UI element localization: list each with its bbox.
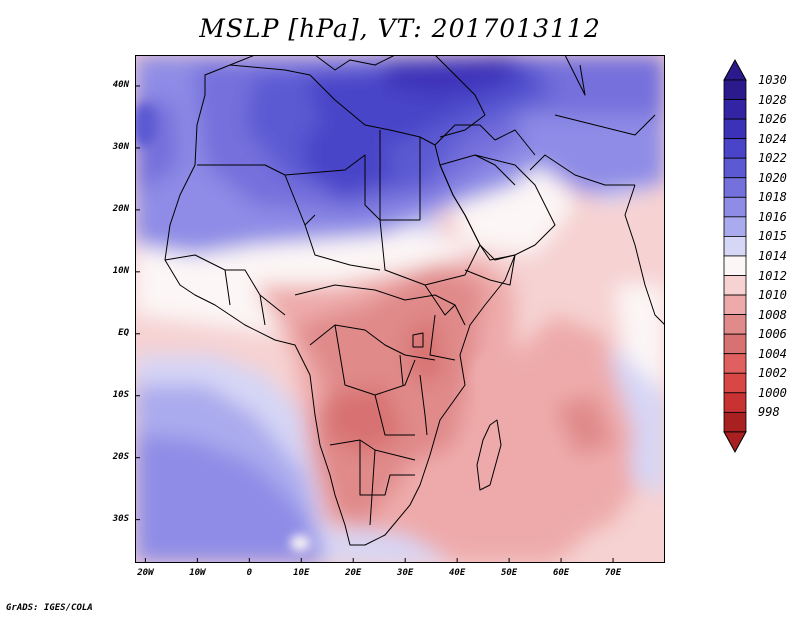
colorbar-swatch: [723, 216, 747, 237]
colorbar-swatch: [723, 138, 747, 159]
colorbar-top-arrow: [723, 58, 747, 81]
lat-label: 20N: [112, 203, 129, 214]
footer-credit: GrADS: IGES/COLA: [6, 603, 93, 613]
colorbar-label: 1015: [758, 229, 787, 244]
lon-label: 20W: [137, 568, 154, 578]
colorbar-swatch: [723, 353, 747, 374]
southeast-white-zone: [615, 285, 665, 395]
horn-of-africa: [464, 254, 516, 286]
lon-label: 20E: [345, 568, 362, 578]
pressure-map: [135, 55, 665, 563]
mediterranean-north-coast: [229, 55, 486, 138]
lon-label: 30E: [397, 568, 414, 578]
lat-label: 10N: [112, 265, 129, 276]
colorbar-swatch: [723, 235, 747, 257]
saharan-blue-cell: [135, 103, 157, 147]
colorbar-swatch: [723, 333, 747, 355]
colorbar-label: 1004: [758, 346, 787, 361]
lat-label: EQ: [118, 327, 129, 338]
colorbar-label: 1000: [758, 385, 787, 400]
colorbar-label: 1014: [758, 248, 787, 263]
colorbar-label: 1010: [758, 288, 787, 303]
colorbar-swatch: [723, 157, 747, 179]
map-frame: [135, 55, 665, 563]
colorbar-label: 1006: [758, 327, 787, 342]
med-1026-zone: [385, 55, 515, 95]
pink-low-cell: [473, 355, 497, 395]
colorbar-swatch: [723, 275, 747, 296]
india-coastline: [624, 184, 665, 326]
colorbar-label: 998: [758, 405, 780, 420]
colorbar-label: 1028: [758, 92, 787, 107]
colorbar: [723, 58, 747, 453]
lon-label: 70E: [604, 568, 622, 578]
colorbar-label: 1002: [758, 366, 787, 381]
southwest-1018-zone: [135, 435, 325, 563]
lake-victoria: [412, 332, 424, 348]
lat-label: 40N: [112, 79, 129, 90]
colorbar-swatch: [723, 118, 747, 140]
colorbar-swatch: [723, 392, 747, 413]
colorbar-label: 1030: [758, 73, 787, 87]
lat-label: 10S: [112, 389, 129, 400]
libya-1024-zone: [305, 125, 395, 200]
colorbar-label: 1026: [758, 112, 787, 127]
colorbar-label: 1018: [758, 190, 787, 205]
colorbar-label: 1020: [758, 170, 787, 185]
colorbar-label: 1022: [758, 151, 787, 166]
kenya-deep-rose: [405, 315, 445, 385]
lon-label: 60E: [552, 568, 570, 578]
east-africa-borders: [424, 284, 466, 361]
colorbar-label: 1024: [758, 131, 787, 146]
indian-rose-zone: [555, 395, 615, 455]
southern-africa-borders: [329, 439, 416, 526]
rift-lakes: [399, 354, 428, 436]
congo-borders: [334, 324, 416, 436]
lat-label: 30N: [112, 141, 129, 152]
lon-label: 40E: [449, 568, 466, 578]
colorbar-swatch: [723, 99, 747, 120]
central-africa-borders: [294, 284, 456, 361]
colorbar-swatch: [723, 196, 747, 218]
colorbar-label: 1008: [758, 307, 787, 322]
colorbar-swatch: [723, 79, 747, 100]
colorbar-swatch: [723, 255, 747, 276]
lon-label: 10E: [293, 568, 310, 578]
libya-egypt-border: [379, 130, 421, 220]
colorbar-label: 1012: [758, 268, 787, 283]
zambia-deep-rose: [325, 385, 405, 455]
middle-east-borders: [434, 114, 656, 186]
africa-coastline: [164, 64, 516, 546]
chad-niger-border: [304, 224, 381, 271]
madagascar: [476, 419, 502, 491]
lon-label: 50E: [500, 568, 518, 578]
colorbar-swatch: [723, 177, 747, 198]
colorbar-bottom-arrow: [723, 431, 747, 453]
colorbar-swatch: [723, 294, 747, 316]
lon-label: 10W: [189, 568, 206, 578]
arabia-coastline: [439, 154, 556, 261]
sahara-border-2: [284, 154, 420, 221]
lon-label: 0: [246, 568, 253, 578]
lat-label: 30S: [112, 513, 129, 524]
caspian-coast: [564, 55, 586, 96]
colorbar-swatch: [723, 411, 747, 433]
asia-1018-zone: [515, 115, 665, 195]
colorbar-swatch: [723, 372, 747, 394]
white-high-cell: [290, 535, 310, 551]
colorbar-label: 1016: [758, 209, 787, 224]
persian-gulf-coast: [529, 154, 635, 186]
lat-label: 20S: [112, 451, 129, 462]
west-africa-borders: [164, 254, 286, 326]
colorbar-swatch: [723, 314, 747, 335]
plot-title: MSLP [hPa], VT: 2017013112: [199, 14, 601, 43]
